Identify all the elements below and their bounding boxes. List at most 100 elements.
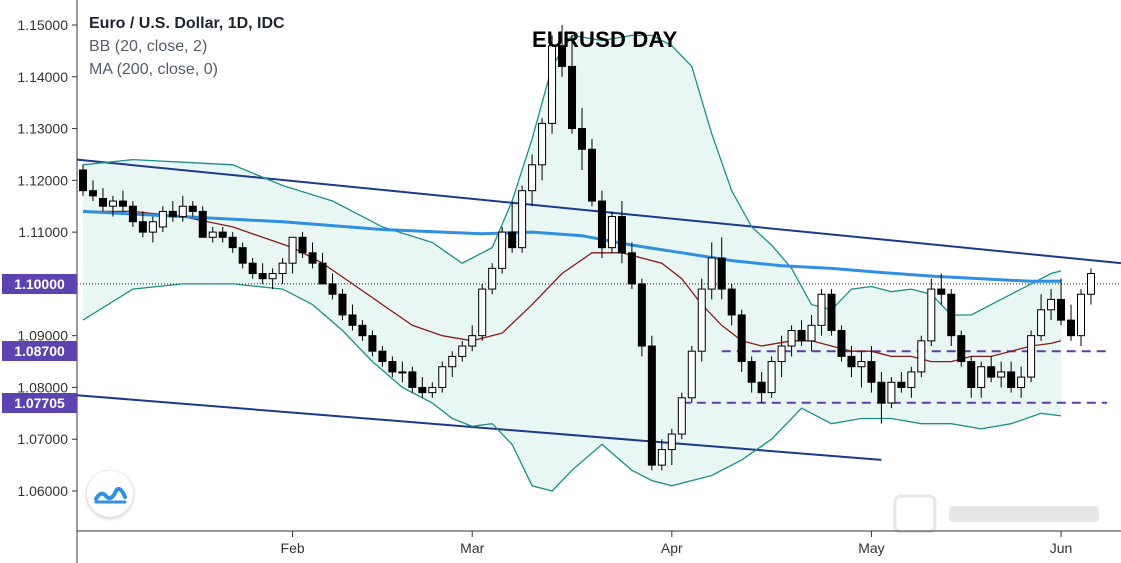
candle	[697, 278, 706, 362]
candle-body	[118, 200, 127, 207]
candle-body	[707, 257, 716, 290]
tradingview-logo-icon[interactable]	[87, 471, 133, 517]
candle-body	[997, 371, 1006, 378]
candle	[927, 278, 936, 347]
candle-body	[1017, 376, 1026, 388]
candle	[727, 283, 736, 326]
candle-body	[627, 252, 636, 285]
candle-body	[617, 216, 626, 254]
legend-ma[interactable]: MA (200, close, 0)	[89, 61, 218, 78]
candle-body	[148, 221, 157, 233]
y-tick-label: 1.12000	[17, 172, 68, 188]
candle-body	[637, 283, 646, 347]
candle-body	[687, 350, 696, 399]
candle-body	[847, 355, 856, 368]
chart-title: EURUSD DAY	[532, 27, 678, 52]
candle-body	[528, 164, 537, 192]
candle	[538, 118, 547, 181]
candle-body	[188, 205, 197, 212]
candle	[398, 361, 407, 383]
y-tick-label: 1.14000	[17, 69, 68, 85]
candle	[1037, 294, 1046, 341]
candle-body	[338, 293, 347, 316]
y-tick-label: 1.07000	[17, 431, 68, 447]
candle-body	[158, 210, 167, 228]
candle	[837, 325, 846, 362]
candle-body	[538, 122, 547, 166]
candle	[607, 211, 616, 253]
bb-lower-line	[82, 283, 1062, 492]
candle	[967, 356, 976, 398]
ma200-line	[82, 209, 1061, 283]
candle	[1077, 289, 1085, 347]
y-tick-label: 1.09000	[17, 328, 68, 344]
candle	[897, 371, 906, 393]
candle	[548, 35, 557, 134]
candles	[79, 25, 1095, 471]
candle	[657, 439, 666, 471]
candle-body	[787, 329, 796, 347]
candle	[448, 351, 457, 378]
candle	[178, 195, 187, 222]
watermark-icon	[893, 494, 1113, 534]
candle-body	[1057, 298, 1066, 321]
candle-body	[807, 324, 816, 342]
candle-body	[448, 355, 457, 368]
candle-body	[558, 45, 567, 67]
candle	[528, 154, 537, 207]
candle-body	[208, 231, 217, 238]
candle	[318, 252, 327, 285]
candle	[168, 201, 177, 222]
candle	[937, 273, 946, 305]
candle	[687, 346, 696, 403]
candle-body	[1077, 293, 1085, 337]
legend-symbol[interactable]: Euro / U.S. Dollar, 1D, IDC	[89, 15, 285, 32]
candle-body	[737, 314, 746, 363]
candle	[208, 226, 217, 243]
candle-body	[767, 361, 776, 394]
candle	[468, 325, 477, 352]
candle	[1067, 304, 1076, 341]
candle	[637, 278, 646, 357]
candle-body	[1067, 319, 1076, 337]
candle-body	[947, 293, 956, 337]
chart-legend: Euro / U.S. Dollar, 1D, IDC BB (20, clos…	[89, 12, 285, 81]
candle-body	[937, 288, 946, 295]
legend-bb[interactable]: BB (20, close, 2)	[89, 38, 208, 55]
candle	[388, 356, 397, 378]
bollinger-band-fill	[83, 35, 1061, 492]
candle	[238, 242, 247, 269]
candle	[108, 195, 117, 217]
candle-body	[418, 386, 427, 394]
candle	[847, 346, 856, 378]
candle-body	[198, 210, 207, 238]
candle-body	[717, 257, 726, 290]
candle-body	[877, 381, 886, 404]
candle-body	[138, 221, 147, 233]
candle-body	[777, 345, 786, 363]
candle-body	[568, 65, 577, 130]
candle	[498, 226, 507, 274]
candle	[617, 201, 626, 264]
candle	[817, 289, 826, 336]
candle-body	[218, 231, 227, 238]
candle-body	[697, 288, 706, 352]
candle-body	[1086, 273, 1095, 295]
candle	[997, 361, 1006, 388]
candle-body	[747, 361, 756, 383]
candle	[757, 371, 766, 403]
x-axis-ticks: Feb Mar Apr May Jun	[281, 531, 1072, 556]
candle-body	[79, 169, 87, 192]
candle-body	[238, 247, 247, 264]
candle-body	[368, 335, 377, 352]
candle-body	[398, 371, 407, 374]
y-tick-label: 1.11000	[18, 224, 68, 240]
candle	[627, 242, 636, 290]
price-tag-1: 1.10000	[2, 273, 77, 294]
candle	[867, 346, 876, 393]
candle	[807, 314, 816, 352]
candle-body	[348, 314, 357, 326]
candle-body	[278, 262, 287, 275]
trendline	[76, 394, 882, 461]
